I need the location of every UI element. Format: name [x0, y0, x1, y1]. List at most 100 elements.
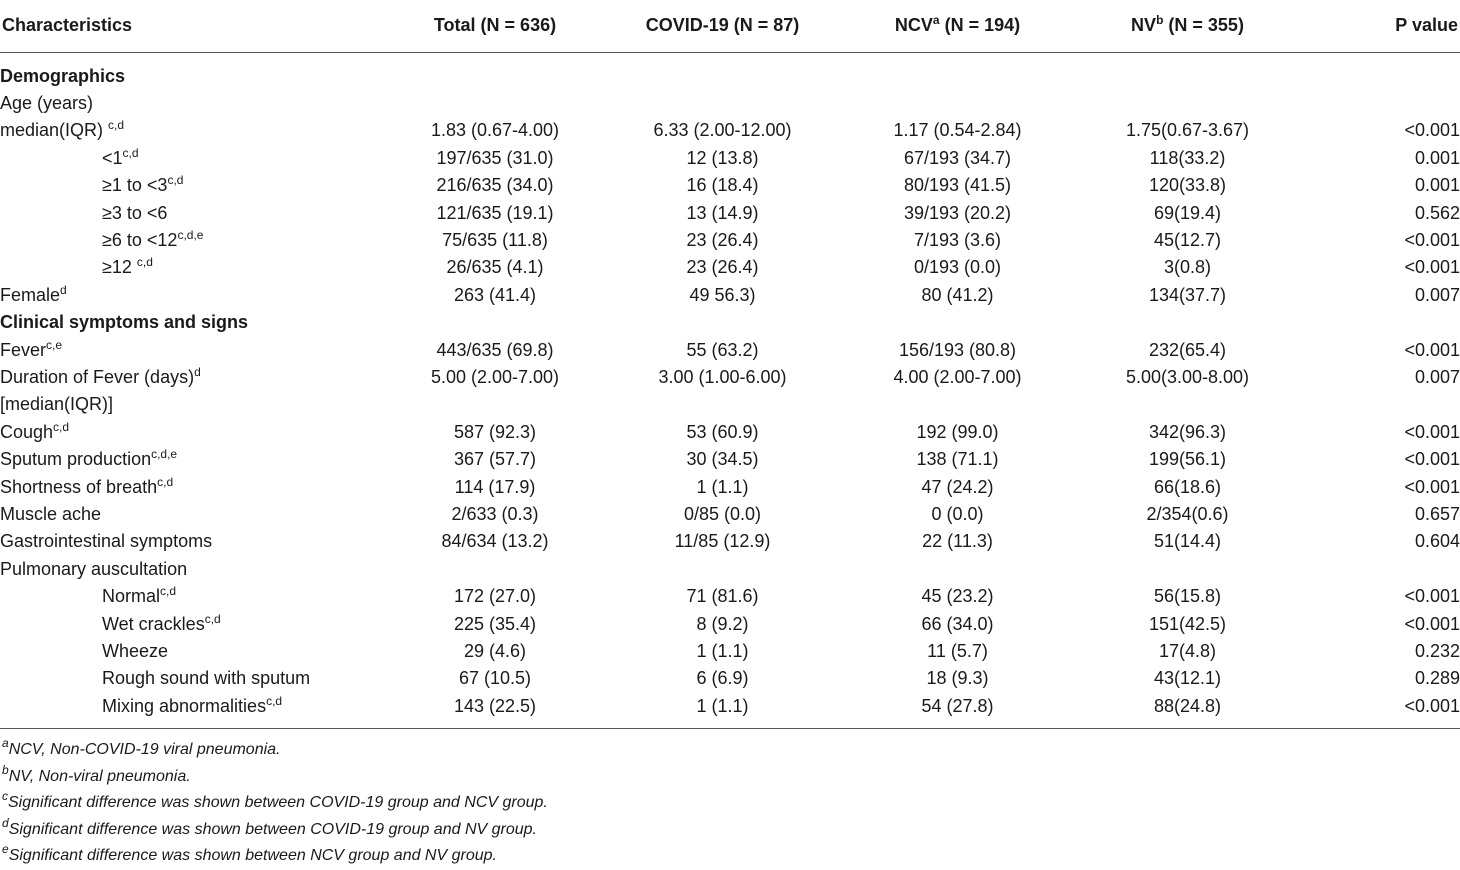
cell-pvalue: <0.001: [1404, 586, 1460, 607]
row-label: Muscle ache: [0, 501, 395, 528]
cell-total: 587 (92.3): [453, 421, 537, 442]
cell-nv: [1065, 309, 1310, 336]
cell-nv: 17(4.8): [1158, 641, 1217, 662]
header-row: Characteristics Total (N = 636) COVID-19…: [0, 0, 1460, 53]
cell-pvalue: <0.001: [1404, 449, 1460, 470]
cell-nv: 134(37.7): [1148, 284, 1227, 305]
cell-pvalue: 0.232: [1414, 641, 1460, 662]
row-label-text: Sputum production: [0, 449, 152, 470]
cell-nv: 88(24.8): [1065, 692, 1310, 730]
cell-covid: 6 (6.9): [696, 668, 749, 689]
header-total: Total (N = 636): [395, 0, 595, 53]
cell-pvalue: 0.001: [1414, 175, 1460, 196]
table-row: Pulmonary auscultation: [0, 556, 1460, 583]
table-body: Demographics Age (years) median(IQR) c,d 1.…: [0, 52, 1460, 730]
row-label-text: ≥1 to <3: [102, 175, 168, 196]
footnote-mark: c: [2, 789, 8, 803]
header-pvalue: P value: [1310, 0, 1460, 53]
table-row: ≥3 to <6 121/635 (19.1) 13 (14.9) 39/193 (2…: [0, 200, 1460, 227]
row-label: Feverc,e: [0, 337, 395, 364]
cell-covid: 23 (26.4): [686, 229, 759, 250]
cell-nv: [1065, 90, 1310, 117]
cell-pvalue: 0.007: [1414, 284, 1460, 305]
footnote-text: NCV, Non-COVID-19 viral pneumonia.: [8, 741, 281, 758]
row-label-sup: c,d: [157, 474, 174, 489]
row-label-sup: c,d: [108, 118, 125, 133]
cell-ncv: 18 (9.3): [926, 668, 989, 689]
cell-total: 2/633 (0.3): [451, 504, 539, 524]
row-label: Duration of Fever (days)d: [0, 364, 395, 391]
cell-covid: 1 (1.1): [595, 692, 850, 730]
row-label-sup: c,d: [122, 145, 139, 160]
cell-covid: [595, 556, 850, 583]
cell-total: 26/635 (4.1): [446, 257, 544, 278]
cell-nv: 45(12.7): [1153, 229, 1222, 250]
header-nv-sup: b: [1156, 13, 1164, 28]
row-label-text: Female: [0, 284, 61, 305]
cell-pvalue: <0.001: [1404, 257, 1460, 278]
cell-nv: 118(33.2): [1149, 147, 1226, 168]
cell-covid: 8 (9.2): [696, 613, 749, 634]
cell-total: 225 (35.4): [453, 613, 537, 634]
cell-pvalue: 0.001: [1414, 147, 1460, 168]
row-label-text: Mixing abnormalities: [102, 695, 267, 716]
cell-nv: 199(56.1): [1148, 449, 1227, 470]
header-ncv-n: (N = 194): [939, 15, 1021, 36]
table-row: median(IQR) c,d 1.83 (0.67-4.00) 6.33 (2.0…: [0, 117, 1460, 144]
row-label-text: Wet crackles: [102, 613, 205, 634]
cell-covid: [595, 391, 850, 418]
cell-nv: 5.00(3.00-8.00): [1125, 366, 1250, 387]
row-label: <1c,d: [0, 145, 395, 172]
cell-pvalue: 0.657: [1414, 504, 1460, 524]
row-label-text: median(IQR): [0, 120, 109, 141]
cell-covid: [595, 52, 850, 90]
row-label: Age (years): [0, 90, 395, 117]
footnote-text: Significant difference was shown between…: [8, 820, 537, 838]
footnote-mark: b: [2, 762, 9, 777]
cell-pvalue: 0.007: [1414, 366, 1460, 387]
cell-total: 5.00 (2.00-7.00): [430, 366, 560, 387]
cell-total: 114 (17.9): [454, 476, 536, 497]
row-label: Wet cracklesc,d: [0, 611, 395, 638]
cell-covid: 11/85 (12.9): [674, 531, 771, 552]
row-label-sup: c,d: [266, 693, 283, 708]
row-label-text: Clinical symptoms and signs: [0, 312, 249, 333]
row-label: Rough sound with sputum: [0, 665, 395, 692]
cell-total: 29 (4.6): [463, 641, 527, 662]
cell-covid: 0/85 (0.0): [683, 504, 762, 524]
section-label: Demographics: [0, 52, 395, 90]
row-label-text: Normal: [102, 586, 161, 607]
row-label: Gastrointestinal symptoms: [0, 528, 395, 555]
header-nv-n: (N = 355): [1163, 15, 1244, 36]
row-label: [median(IQR)]: [0, 391, 395, 418]
row-label-sup: c,d: [160, 584, 177, 599]
cell-covid: 55 (63.2): [686, 339, 759, 360]
footnote-mark: e: [2, 842, 9, 856]
cell-pvalue: [1310, 309, 1460, 336]
footnote: bNV, Non-viral pneumonia.: [0, 764, 548, 791]
header-ncv: NCVa (N = 194): [850, 0, 1065, 53]
row-label-sup: c,d,e: [151, 447, 178, 462]
cell-covid: 13 (14.9): [686, 202, 759, 223]
cell-nv: 1.75(0.67-3.67): [1125, 120, 1250, 141]
cell-nv: 51(14.4): [1153, 531, 1222, 552]
header-nv: NVb (N = 355): [1065, 0, 1310, 53]
table-row: Coughc,d 587 (92.3) 53 (60.9) 192 (99.0) 342…: [0, 419, 1460, 446]
row-label: Sputum productionc,d,e: [0, 446, 395, 473]
table-row: Shortness of breathc,d 114 (17.9) 1 (1.1) 4…: [0, 474, 1460, 501]
row-label-text: Fever: [0, 339, 47, 360]
cell-pvalue: 0.562: [1414, 202, 1460, 223]
cell-ncv: 0/193 (0.0): [913, 257, 1002, 278]
cell-ncv: 0 (0.0): [931, 504, 984, 524]
cell-total: [395, 391, 595, 418]
cell-nv: [1065, 391, 1310, 418]
cell-total: [395, 52, 595, 90]
row-label: Shortness of breathc,d: [0, 474, 395, 501]
row-label-sup: d: [194, 364, 201, 379]
row-label-sup: c,d,e: [177, 227, 204, 242]
table-row: Rough sound with sputum 67 (10.5) 6 (6.9) 1…: [0, 665, 1460, 692]
row-label-text: Pulmonary auscultation: [0, 558, 188, 579]
cell-total: [395, 309, 595, 336]
header-characteristics: Characteristics: [0, 0, 395, 53]
